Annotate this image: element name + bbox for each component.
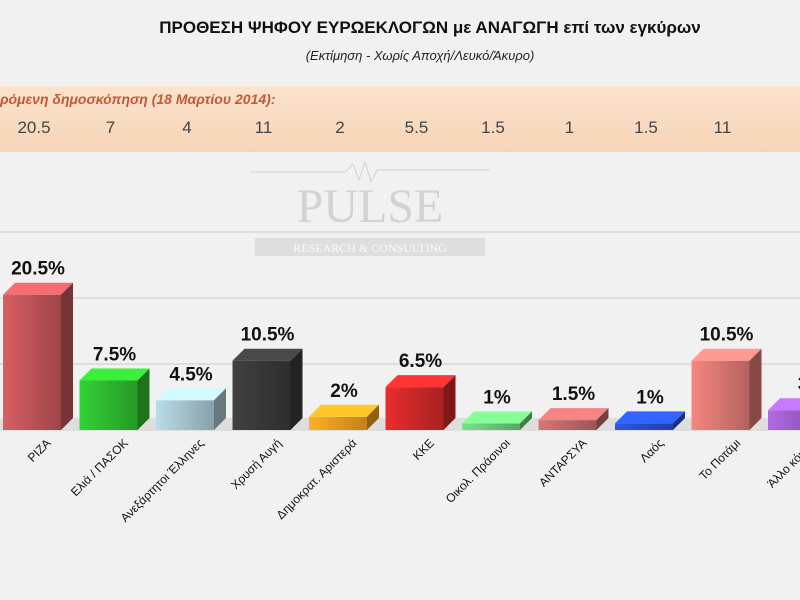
previous-poll-value: 1	[564, 118, 575, 137]
previous-poll-value: 11	[713, 118, 732, 137]
bar-value-label: 3	[798, 374, 800, 395]
bar-value-label: 6.5%	[399, 351, 442, 372]
bar	[462, 411, 532, 430]
bar	[768, 398, 800, 430]
previous-poll-value: 7	[105, 118, 116, 137]
previous-poll-label: ρόμενη δημοσκόπηση (18 Μαρτίου 2014):	[0, 91, 276, 107]
bar-value-label: 7.5%	[93, 345, 136, 366]
bar-value-label: 1.5%	[552, 384, 595, 405]
watermark-tagline: RESEARCH & CONSULTING	[293, 241, 447, 255]
bar	[615, 411, 685, 430]
bar-value-label: 20.5%	[11, 259, 65, 280]
bar	[538, 408, 609, 430]
bar	[691, 348, 762, 430]
bar-value-label: 10.5%	[241, 325, 295, 346]
chart-title: ΠΡΟΘΕΣΗ ΨΗΦΟΥ ΕΥΡΩΕΚΛΟΓΩΝ με ΑΝΑΓΩΓΗ επί…	[159, 18, 701, 37]
bar-value-label: 1%	[636, 387, 664, 408]
previous-poll-value: 1.5	[634, 118, 658, 137]
bar	[156, 388, 226, 430]
bar-value-label: 1%	[483, 387, 511, 408]
bar	[3, 282, 73, 430]
bar	[385, 375, 456, 430]
previous-poll-value: 5.5	[404, 118, 429, 137]
previous-poll-value: 2	[335, 118, 345, 137]
previous-poll-band	[0, 86, 800, 152]
previous-poll-value: 11	[254, 118, 273, 137]
bar	[232, 348, 303, 430]
previous-poll-value: 20.5	[17, 118, 51, 137]
previous-poll-value: 4	[182, 118, 192, 137]
chart-subtitle: (Εκτίμηση - Χωρίς Αποχή/Λευκό/Άκυρο)	[305, 48, 535, 63]
bar-value-label: 10.5%	[700, 325, 754, 346]
bar-value-label: 4.5%	[169, 364, 212, 385]
pulse-watermark-logo: PULSE RESEARCH & CONSULTING	[250, 160, 490, 256]
watermark-brand: PULSE	[297, 180, 444, 233]
bar-value-label: 2%	[330, 381, 358, 402]
bar	[309, 404, 379, 430]
previous-poll-value: 1.5	[481, 118, 505, 137]
bar	[79, 368, 150, 430]
